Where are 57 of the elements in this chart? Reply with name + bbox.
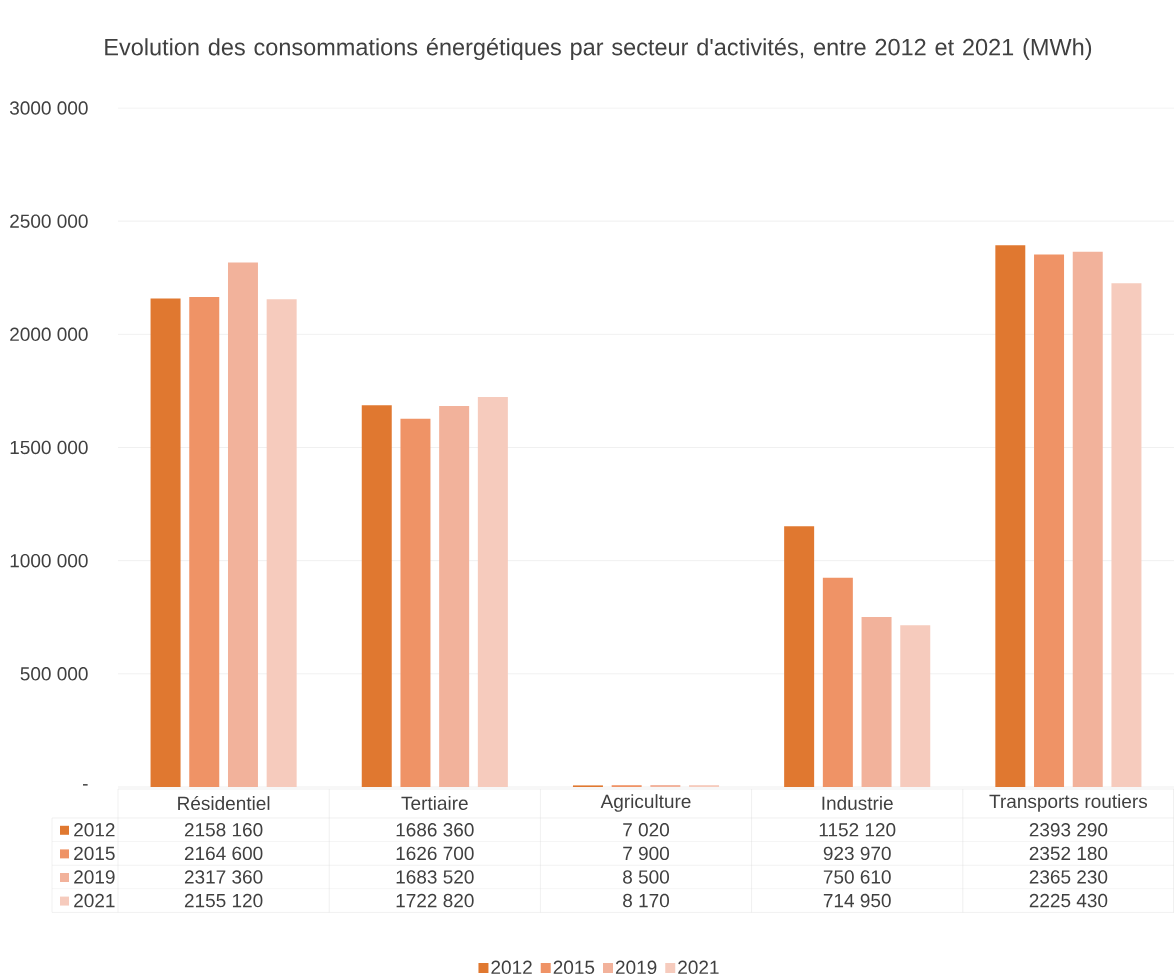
data-label: 2164 600: [184, 846, 263, 861]
data-label: 2365 230: [1029, 870, 1108, 884]
legend-label: 2015: [74, 846, 115, 861]
bar: [189, 297, 220, 787]
data-label: 7 020: [623, 823, 670, 837]
data-label: 2155 120: [184, 893, 263, 908]
y-tick-label: 3000 000: [9, 101, 88, 115]
bar: [822, 577, 853, 787]
data-label: 750 610: [823, 870, 891, 884]
text: 2021: [74, 893, 115, 908]
x-tick-label: Transports routiers: [989, 794, 1148, 812]
text: 2012: [491, 960, 532, 975]
text: 2015: [553, 960, 595, 975]
data-label: 1683 520: [396, 870, 474, 884]
bar: [900, 625, 931, 787]
text: 2019: [615, 960, 657, 975]
legend-label: 2019: [74, 870, 115, 884]
x-tick-label: Industrie: [822, 796, 893, 810]
bar: [784, 526, 815, 787]
bar: [1072, 251, 1103, 787]
bar: [995, 245, 1026, 787]
bar: [400, 418, 431, 787]
y-tick-label: 500 000: [20, 667, 88, 681]
bar: [439, 405, 470, 787]
legend-label: 2021: [678, 960, 719, 975]
data-label: 1686 360: [396, 823, 474, 837]
bar: [1034, 254, 1065, 787]
legend-label: 2012: [74, 823, 115, 837]
data-label: 8 500: [623, 870, 670, 884]
data-label: 1626 700: [396, 846, 474, 861]
y-tick-label: 2500 000: [10, 214, 88, 228]
data-label: 2393 290: [1029, 823, 1108, 837]
y-tick-label: 1000 000: [10, 553, 88, 568]
data-label: 7 900: [623, 846, 670, 861]
data-label: 923 970: [823, 846, 891, 861]
x-tick-label: Tertiaire: [401, 796, 468, 810]
data-label: 2317 360: [184, 870, 263, 884]
bar: [477, 397, 508, 787]
y-tick-label: -: [82, 784, 88, 786]
chart-title: Evolution des consommations énergétiques par secteur d'activités, entre 2012 et 2021 (MWh): [105, 37, 1092, 61]
data-label: 2352 180: [1029, 846, 1108, 861]
bar: [861, 617, 892, 787]
bar: [150, 298, 181, 787]
y-tick-label: 1500 000: [10, 440, 88, 455]
bar: [227, 262, 258, 787]
data-label: 1722 820: [396, 893, 474, 908]
bar: [1111, 283, 1142, 787]
x-tick-label: Résidentiel: [178, 795, 270, 811]
y-tick-label: 2000 000: [10, 327, 88, 342]
bar: [266, 299, 297, 787]
data-label: 8 170: [623, 893, 670, 908]
data-label: 714 950: [823, 893, 891, 908]
data-label: 2158 160: [184, 823, 263, 837]
data-label: 2225 430: [1029, 893, 1108, 908]
bar: [361, 405, 392, 787]
x-tick-label: Agriculture: [600, 794, 691, 812]
data-label: 1152 120: [819, 823, 896, 837]
